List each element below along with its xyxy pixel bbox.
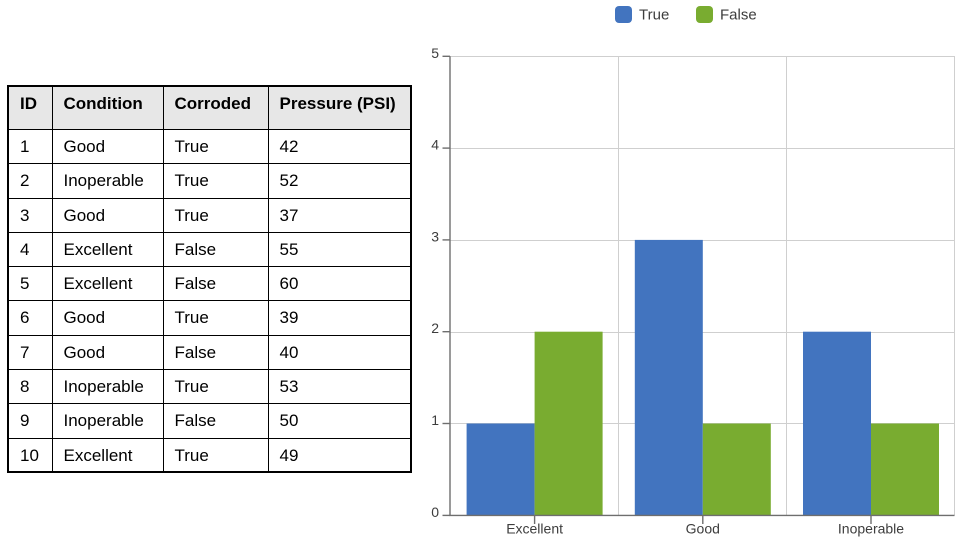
svg-text:True: True [639,7,669,24]
svg-text:5: 5 [431,45,439,61]
svg-text:0: 0 [431,504,439,520]
svg-text:1: 1 [431,412,439,428]
svg-text:3: 3 [431,228,439,244]
svg-text:Inoperable: Inoperable [838,521,904,537]
svg-text:Good: Good [686,521,720,537]
svg-text:2: 2 [431,320,439,336]
svg-text:Excellent: Excellent [506,521,563,537]
svg-text:False: False [720,7,757,24]
svg-text:4: 4 [431,137,439,153]
